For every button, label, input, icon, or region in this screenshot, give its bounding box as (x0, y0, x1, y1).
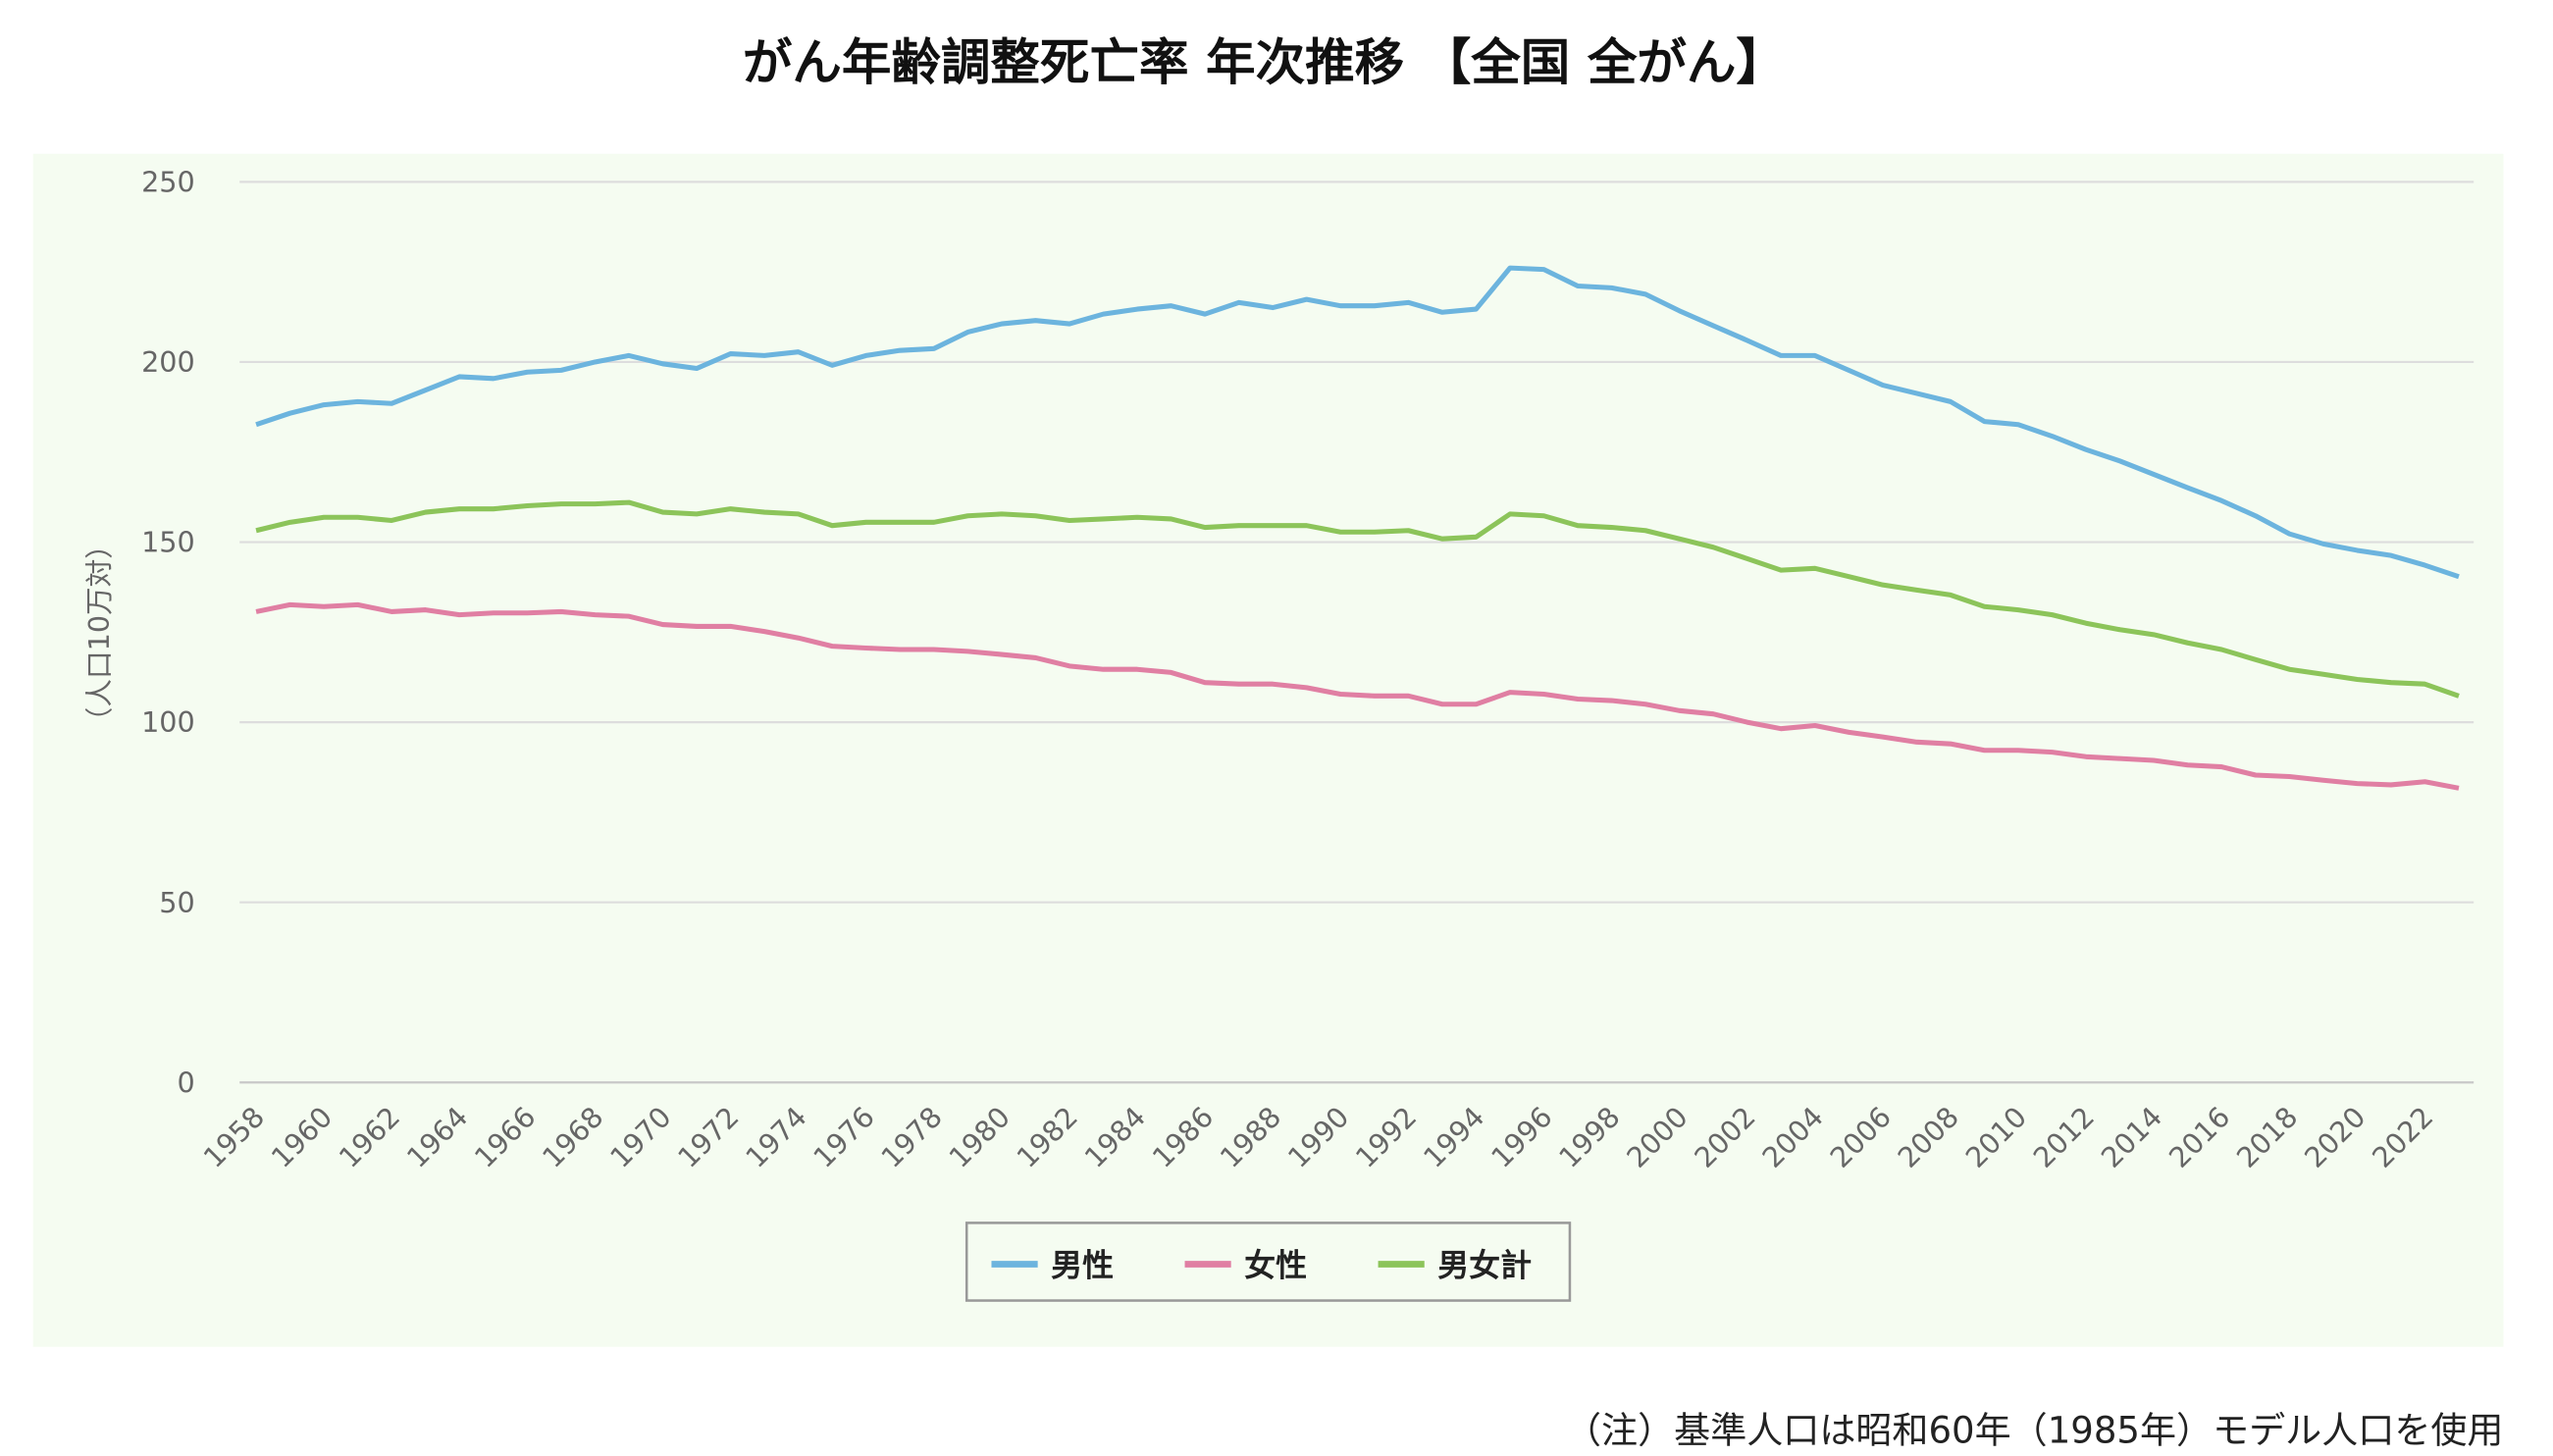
y-tick-label: 50 (159, 886, 194, 919)
series-lines (255, 265, 2460, 791)
gridlines (239, 181, 2475, 1084)
y-tick-label: 200 (141, 345, 195, 379)
plot-background (32, 153, 2504, 1347)
legend-label-total: 男女計 (1437, 1246, 1532, 1283)
chart-title: がん年齢調整死亡率 年次推移 【全国 全がん】 (743, 33, 1786, 91)
series-line-1 (255, 601, 2460, 791)
y-tick-label: 0 (178, 1066, 195, 1099)
y-axis-ticks: 0 50 100 150 200 250 (141, 165, 195, 1099)
y-axis-label: （人口10万対） (82, 531, 116, 735)
y-tick-label: 250 (141, 165, 195, 198)
footnote: （注）基準人口は昭和60年（1985年）モデル人口を使用 (1565, 1409, 2503, 1451)
y-tick-label: 150 (141, 526, 195, 559)
legend: 男性 女性 男女計 (964, 1222, 1572, 1302)
series-line-0 (255, 265, 2460, 580)
y-tick-label: 100 (141, 705, 195, 739)
series-line-2 (255, 499, 2460, 699)
legend-label-male: 男性 (1051, 1246, 1114, 1283)
legend-label-female: 女性 (1244, 1246, 1307, 1283)
